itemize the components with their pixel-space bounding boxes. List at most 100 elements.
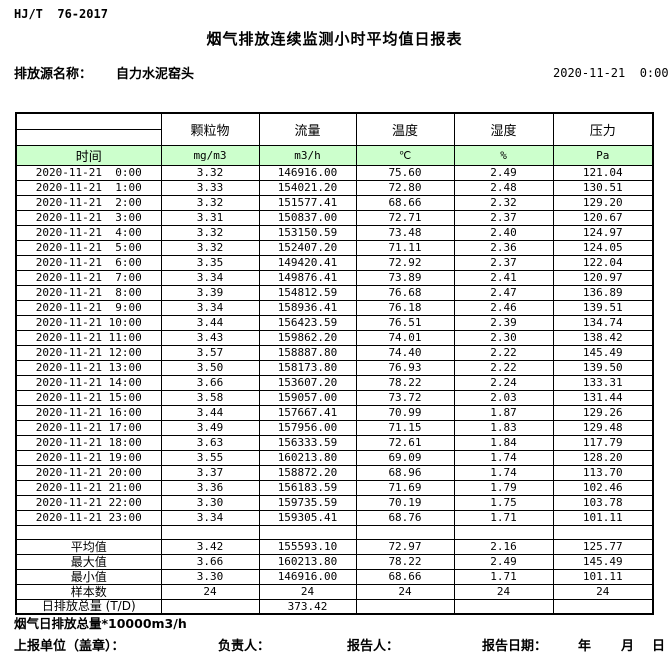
table-row: 2020-11-21 8:00 3.39 154812.59 76.68 2.47 136… (15, 284, 654, 301)
value-cell: 76.51 (355, 314, 455, 331)
value-cell: 2.24 (453, 374, 554, 391)
value-cell: 2.37 (453, 254, 554, 271)
table-row: 2020-11-21 23:00 3.34 159305.41 68.76 1.71 10… (15, 509, 654, 526)
value-cell: 2.22 (453, 344, 554, 361)
empty-cell (258, 524, 357, 540)
value-cell: 103.78 (552, 494, 654, 511)
value-cell: 3.33 (160, 179, 260, 196)
time-cell: 2020-11-21 20:00 (15, 464, 162, 481)
empty-cell (355, 524, 455, 540)
unit-pressure: Pa (552, 144, 654, 166)
table-row: 2020-11-21 16:00 3.44 157667.41 70.99 1.87 12… (15, 404, 654, 421)
table-row: 2020-11-21 0:00 3.32 146916.00 75.60 2.49 121… (15, 164, 654, 181)
value-cell: 72.61 (355, 434, 455, 451)
time-cell: 2020-11-21 19:00 (15, 449, 162, 466)
value-cell: 156183.59 (258, 479, 357, 496)
report-datetime: 2020-11-21 0:00 (553, 66, 669, 80)
value-cell: 101.11 (552, 509, 654, 526)
value-cell: 133.31 (552, 374, 654, 391)
value-cell: 78.22 (355, 374, 455, 391)
time-cell: 2020-11-21 22:00 (15, 494, 162, 511)
value-cell: 122.04 (552, 254, 654, 271)
day-label: 日 (652, 639, 666, 654)
value-cell: 139.51 (552, 299, 654, 316)
summary-label: 平均值 (15, 538, 162, 555)
value-cell: 2.36 (453, 239, 554, 256)
value-cell: 1.74 (453, 464, 554, 481)
value-cell: 70.99 (355, 404, 455, 421)
value-cell: 68.76 (355, 509, 455, 526)
value-cell: 129.20 (552, 194, 654, 211)
summary-value-cell: 155593.10 (258, 538, 357, 555)
time-cell: 2020-11-21 13:00 (15, 359, 162, 376)
summary-value-cell: 24 (258, 583, 357, 600)
value-cell: 76.68 (355, 284, 455, 301)
emission-source-name: 自力水泥窑头 (116, 67, 195, 82)
time-cell: 2020-11-21 3:00 (15, 209, 162, 226)
value-cell: 72.92 (355, 254, 455, 271)
value-cell: 3.35 (160, 254, 260, 271)
value-cell: 68.96 (355, 464, 455, 481)
unit-humidity: % (453, 144, 554, 166)
value-cell: 3.34 (160, 299, 260, 316)
summary-value-cell (160, 598, 260, 615)
table-row: 2020-11-21 5:00 3.32 152407.20 71.11 2.36 124… (15, 239, 654, 256)
value-cell: 3.44 (160, 404, 260, 421)
value-cell: 3.66 (160, 374, 260, 391)
summary-label: 最小值 (15, 568, 162, 585)
value-cell: 3.58 (160, 389, 260, 406)
summary-value-cell: 24 (552, 583, 654, 600)
value-cell: 1.79 (453, 479, 554, 496)
value-cell: 154812.59 (258, 284, 357, 301)
value-cell: 2.49 (453, 164, 554, 181)
summary-label: 最大值 (15, 553, 162, 570)
value-cell: 117.79 (552, 434, 654, 451)
summary-row: 最大值 3.66 160213.80 78.22 2.49 145.49 (15, 553, 654, 570)
summary-value-cell: 146916.00 (258, 568, 357, 585)
time-cell: 2020-11-21 5:00 (15, 239, 162, 256)
value-cell: 145.49 (552, 344, 654, 361)
value-cell: 131.44 (552, 389, 654, 406)
value-cell: 1.84 (453, 434, 554, 451)
unit-flow: m3/h (258, 144, 357, 166)
value-cell: 3.32 (160, 194, 260, 211)
value-cell: 71.69 (355, 479, 455, 496)
value-cell: 74.01 (355, 329, 455, 346)
report-date-label: 报告日期： (482, 639, 548, 654)
value-cell: 3.31 (160, 209, 260, 226)
table-row: 2020-11-21 21:00 3.36 156183.59 71.69 1.79 10… (15, 479, 654, 496)
summary-value-cell: 3.66 (160, 553, 260, 570)
value-cell: 152407.20 (258, 239, 357, 256)
summary-value-cell: 145.49 (552, 553, 654, 570)
table-row: 2020-11-21 2:00 3.32 151577.41 68.66 2.32 129… (15, 194, 654, 211)
value-cell: 1.83 (453, 419, 554, 436)
value-cell: 2.03 (453, 389, 554, 406)
table-row: 2020-11-21 3:00 3.31 150837.00 72.71 2.37 120… (15, 209, 654, 226)
time-cell: 2020-11-21 1:00 (15, 179, 162, 196)
value-cell: 130.51 (552, 179, 654, 196)
emission-source-label: 排放源名称： (14, 67, 93, 82)
value-cell: 74.40 (355, 344, 455, 361)
summary-label: 日排放总量 (T/D) (15, 598, 162, 615)
value-cell: 124.05 (552, 239, 654, 256)
value-cell: 120.67 (552, 209, 654, 226)
value-cell: 134.74 (552, 314, 654, 331)
responsible-person-label: 负责人： (218, 639, 271, 654)
value-cell: 157956.00 (258, 419, 357, 436)
value-cell: 2.46 (453, 299, 554, 316)
value-cell: 73.72 (355, 389, 455, 406)
empty-cell (15, 524, 162, 540)
time-cell: 2020-11-21 0:00 (15, 164, 162, 181)
summary-value-cell: 160213.80 (258, 553, 357, 570)
value-cell: 2.40 (453, 224, 554, 241)
value-cell: 71.11 (355, 239, 455, 256)
value-cell: 146916.00 (258, 164, 357, 181)
table-row: 2020-11-21 14:00 3.66 153607.20 78.22 2.24 13… (15, 374, 654, 391)
header-corner-top-cell (15, 112, 162, 130)
table-row: 2020-11-21 4:00 3.32 153150.59 73.48 2.40 124… (15, 224, 654, 241)
column-header-temperature: 温度 (355, 112, 455, 146)
page-title: 烟气排放连续监测小时平均值日报表 (206, 30, 463, 48)
time-cell: 2020-11-21 10:00 (15, 314, 162, 331)
summary-row: 平均值 3.42 155593.10 72.97 2.16 125.77 (15, 538, 654, 555)
value-cell: 149876.41 (258, 269, 357, 286)
